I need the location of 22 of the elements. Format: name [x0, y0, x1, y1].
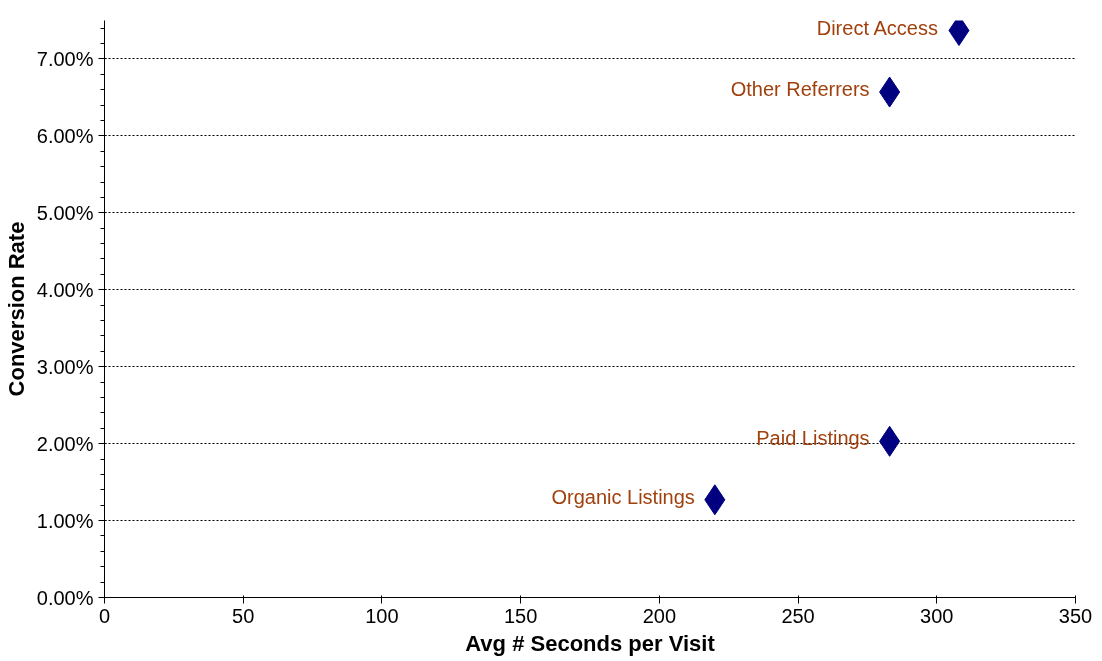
- x-axis-title: Avg # Seconds per Visit: [465, 630, 716, 656]
- annotation: Other Referrers: [730, 78, 870, 101]
- x-tick-label: 200: [642, 604, 677, 627]
- annotation: Paid Listings: [756, 427, 870, 450]
- y-tick-label: 0.00%: [36, 586, 94, 609]
- y-tick-label: 2.00%: [36, 432, 94, 455]
- x-tick-label: 0: [98, 604, 111, 627]
- y-tick-label: 5.00%: [36, 201, 94, 224]
- y-tick-label: 1.00%: [36, 509, 94, 532]
- y-tick-label: 6.00%: [36, 124, 94, 147]
- x-tick-label: 100: [365, 604, 399, 627]
- x-tick-label: 350: [1058, 604, 1093, 627]
- y-tick-label: 4.00%: [36, 278, 94, 301]
- y-tick-label: 3.00%: [36, 355, 94, 378]
- x-tick-label: 250: [781, 604, 815, 627]
- x-tick-label: 300: [920, 604, 954, 627]
- y-tick-label: 7.00%: [36, 47, 94, 70]
- annotation: Organic Listings: [551, 485, 695, 508]
- x-tick-label: 50: [232, 604, 255, 627]
- x-tick-label: 150: [503, 604, 538, 627]
- annotation: Direct Access: [816, 16, 938, 39]
- y-axis-title: Conversion Rate: [3, 221, 29, 397]
